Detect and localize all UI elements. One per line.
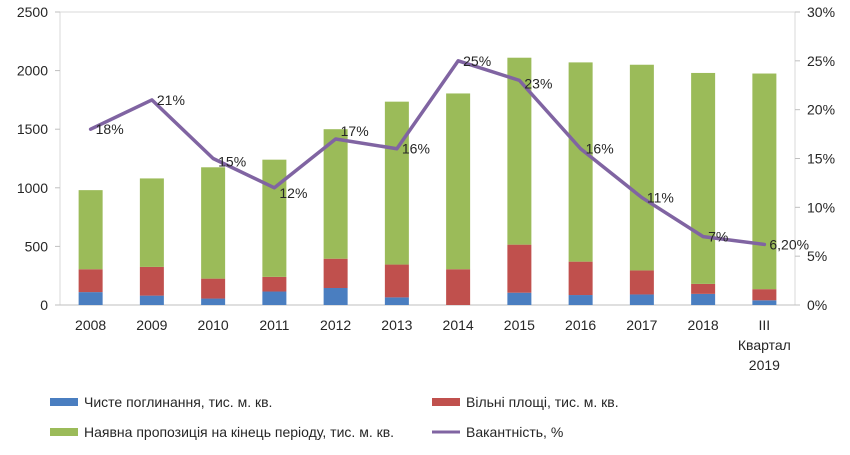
x-tick-label: 2015 [504,317,535,333]
bar-segment-3 [446,93,471,270]
y2-tick-label: 10% [807,199,835,215]
y-tick-label: 2500 [17,4,48,20]
x-tick-label: 2010 [198,317,229,333]
y-tick-label: 500 [25,238,49,254]
bar-segment-2 [139,266,164,296]
bar-segment-3 [691,72,716,284]
x-tick-label: 2017 [626,317,657,333]
x-tick-label: 2008 [75,317,106,333]
bar-segment-2 [323,258,348,289]
legend-label: Вільні площі, тис. м. кв. [466,394,619,410]
x-tick-label: III [759,317,771,333]
bar-segment-1 [201,298,226,305]
y2-tick-label: 15% [807,151,835,167]
bar-segment-3 [78,190,103,270]
bar-segment-1 [262,291,287,305]
x-tick-label: 2014 [443,317,474,333]
vacancy-data-label: 18% [96,121,124,137]
x-tick-label: 2011 [259,317,289,333]
bar-segment-2 [262,276,287,292]
x-tick-label: 2009 [136,317,167,333]
vacancy-data-label: 16% [586,141,614,157]
vacancy-data-label: 11% [647,190,674,206]
bar-segment-3 [384,101,409,265]
vacancy-data-label: 16% [402,141,430,157]
x-tick-label: 2018 [688,317,719,333]
legend-label: Чисте поглинання, тис. м. кв. [84,394,272,410]
bar-segment-1 [691,293,716,305]
y2-tick-label: 30% [807,4,835,20]
bar-segment-1 [139,295,164,305]
y2-tick-label: 25% [807,53,835,69]
bar-segment-3 [139,178,164,267]
vacancy-data-label: 23% [524,75,552,91]
y2-tick-label: 20% [807,102,835,118]
bar-segment-3 [201,167,226,279]
x-tick-label: 2013 [381,317,412,333]
data-labels: 18% 21% 15% 12% 17% 16% 25% 23% 16% 11% 7% 6,20% [96,53,809,253]
bar-segment-3 [752,73,777,290]
x-tick-label: 2012 [320,317,351,333]
x-tick-label: 2019 [749,357,780,373]
vacancy-data-label: 25% [463,53,491,69]
vacancy-line [88,59,767,247]
vacancy-data-label: 21% [157,92,185,108]
bar-segment-3 [629,64,654,271]
y-tick-label: 1500 [17,121,48,137]
bar-segment-2 [201,278,226,299]
x-tick-label: 2016 [565,317,596,333]
bar-segment-1 [78,292,103,305]
x-tick-label: Квартал [738,337,791,353]
bar-segment-1 [629,294,654,305]
bar-segment-2 [629,270,654,295]
bar-segment-2 [568,261,593,296]
bar-segment-1 [507,292,532,305]
legend-label: Наявна пропозиція на кінець періоду, тис… [84,424,394,440]
legend-swatch [50,398,78,406]
vacancy-data-label: 7% [708,229,728,245]
y-tick-label: 2000 [17,63,48,79]
y2-tick-label: 5% [807,248,827,264]
vacancy-polyline [88,59,767,247]
bar-segment-2 [384,264,409,298]
legend-swatch [50,428,78,436]
y-tick-label: 0 [40,297,48,313]
bar-segment-1 [568,295,593,305]
bar-segment-1 [323,288,348,305]
bar-segment-2 [446,269,471,305]
y-tick-label: 1000 [17,180,48,196]
legend-swatch [432,398,460,406]
vacancy-data-label: 6,20% [769,236,809,252]
vacancy-data-label: 17% [341,123,369,139]
bar-segment-1 [384,297,409,305]
bar-segment-2 [78,269,103,293]
vacancy-data-label: 15% [218,154,246,170]
bar-segment-1 [752,300,777,305]
legend: Чисте поглинання, тис. м. кв. Вільні площ… [50,394,619,440]
bar-segment-3 [323,129,348,259]
y2-tick-label: 0% [807,297,827,313]
bar-segment-3 [568,62,593,262]
bar-segment-2 [752,289,777,301]
bar-segment-2 [691,283,716,294]
bar-segment-2 [507,244,532,293]
vacancy-data-label: 12% [279,185,307,201]
bar-segment-3 [262,159,287,277]
legend-label: Вакантність, % [466,424,563,440]
bars [78,57,777,305]
axes: 0 500 1000 1500 2000 2500 0% 5% 10% 15% 20% 25% 30% 2… [17,4,835,373]
